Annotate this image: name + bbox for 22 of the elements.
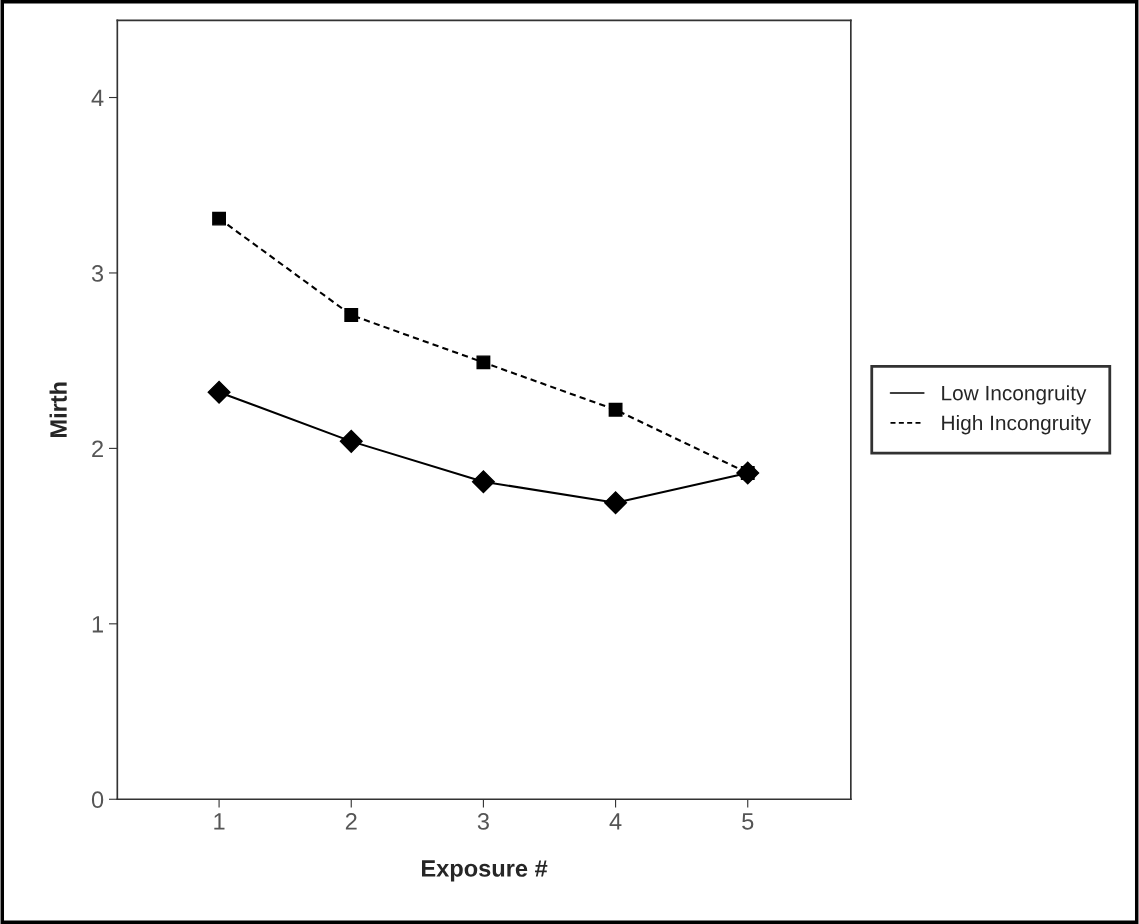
y-tick-label: 0 — [91, 791, 104, 809]
y-axis-title: Mirth — [49, 382, 67, 438]
point — [212, 211, 227, 226]
point — [207, 380, 231, 404]
y-tick-label: 1 — [92, 616, 103, 633]
x-tick-label: 1 — [214, 813, 225, 830]
x-tick-label: 4 — [609, 813, 622, 830]
x-tick-label: 5 — [742, 813, 754, 830]
legend-label: High Incongruity — [942, 415, 1092, 435]
y-tick-label: 4 — [91, 89, 104, 107]
x-tick-label: 2 — [345, 813, 357, 830]
point — [604, 491, 628, 515]
y-tick-label: 2 — [92, 440, 103, 457]
legend-label: Low Incongruity — [942, 385, 1087, 405]
point — [339, 429, 363, 453]
x-tick-label: 3 — [477, 813, 489, 830]
point — [344, 308, 359, 323]
point — [476, 355, 491, 370]
x-axis-title: Exposure # — [422, 860, 548, 882]
point — [608, 402, 623, 417]
point — [471, 470, 495, 494]
y-tick-label: 3 — [91, 265, 104, 282]
